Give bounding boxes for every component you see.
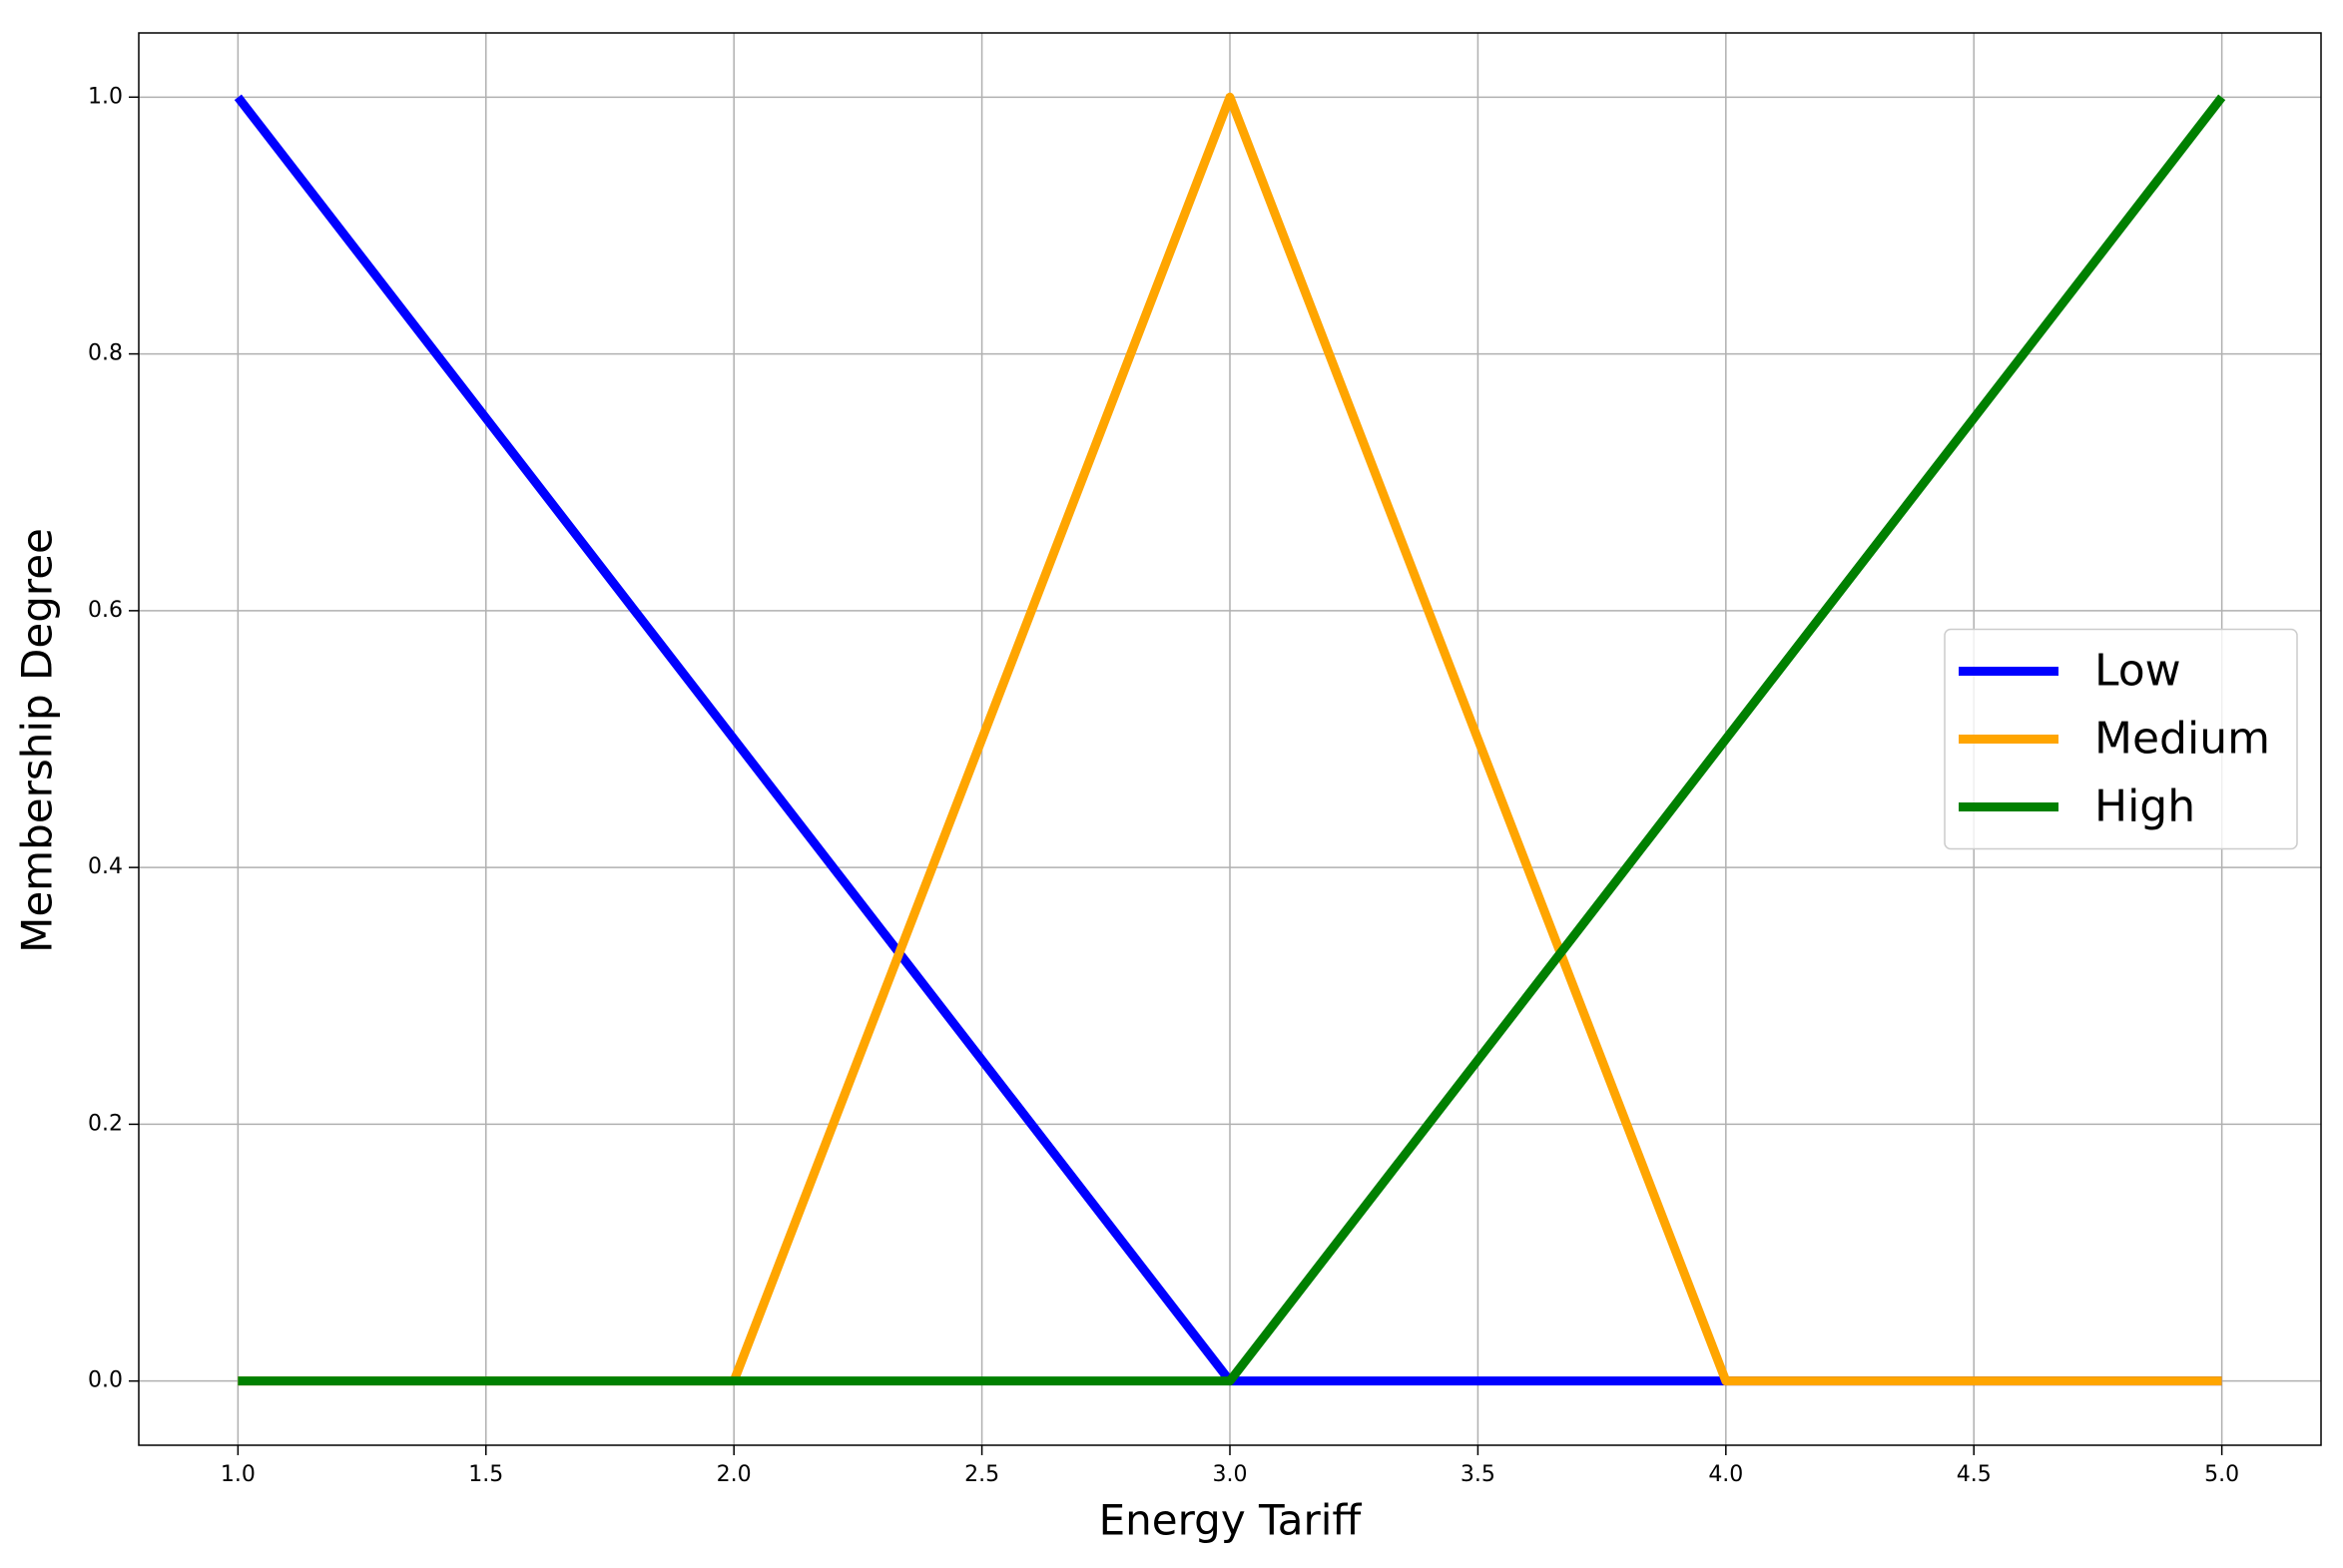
x-tick-label: 4.5 xyxy=(1957,1462,1992,1487)
y-tick-label: 1.0 xyxy=(88,84,123,109)
y-tick-label: 0.8 xyxy=(88,341,123,366)
x-tick-label: 1.5 xyxy=(468,1462,503,1487)
x-axis-label: Energy Tariff xyxy=(1099,1496,1363,1545)
y-tick-label: 0.6 xyxy=(88,598,123,623)
x-tick-label: 1.0 xyxy=(221,1462,256,1487)
x-tick-label: 3.5 xyxy=(1461,1462,1495,1487)
y-tick-label: 0.4 xyxy=(88,854,123,879)
axes-frame xyxy=(138,32,2322,1446)
legend-box xyxy=(1944,628,2298,850)
y-tick-label: 0.2 xyxy=(88,1111,123,1136)
y-axis-label: Membership Degree xyxy=(13,528,62,953)
legend-label: Medium xyxy=(2094,714,2270,765)
x-tick-label: 2.5 xyxy=(964,1462,999,1487)
legend: Low Medium High xyxy=(1944,628,2298,850)
data-line xyxy=(238,94,2226,1386)
x-tick-label: 5.0 xyxy=(2204,1462,2239,1487)
x-tick-label: 4.0 xyxy=(1708,1462,1743,1487)
x-tick-label: 2.0 xyxy=(717,1462,752,1487)
y-tick-label: 0.0 xyxy=(88,1368,123,1393)
legend-label: Low xyxy=(2094,646,2181,697)
legend-label: High xyxy=(2094,782,2195,832)
x-tick-label: 3.0 xyxy=(1213,1462,1248,1487)
